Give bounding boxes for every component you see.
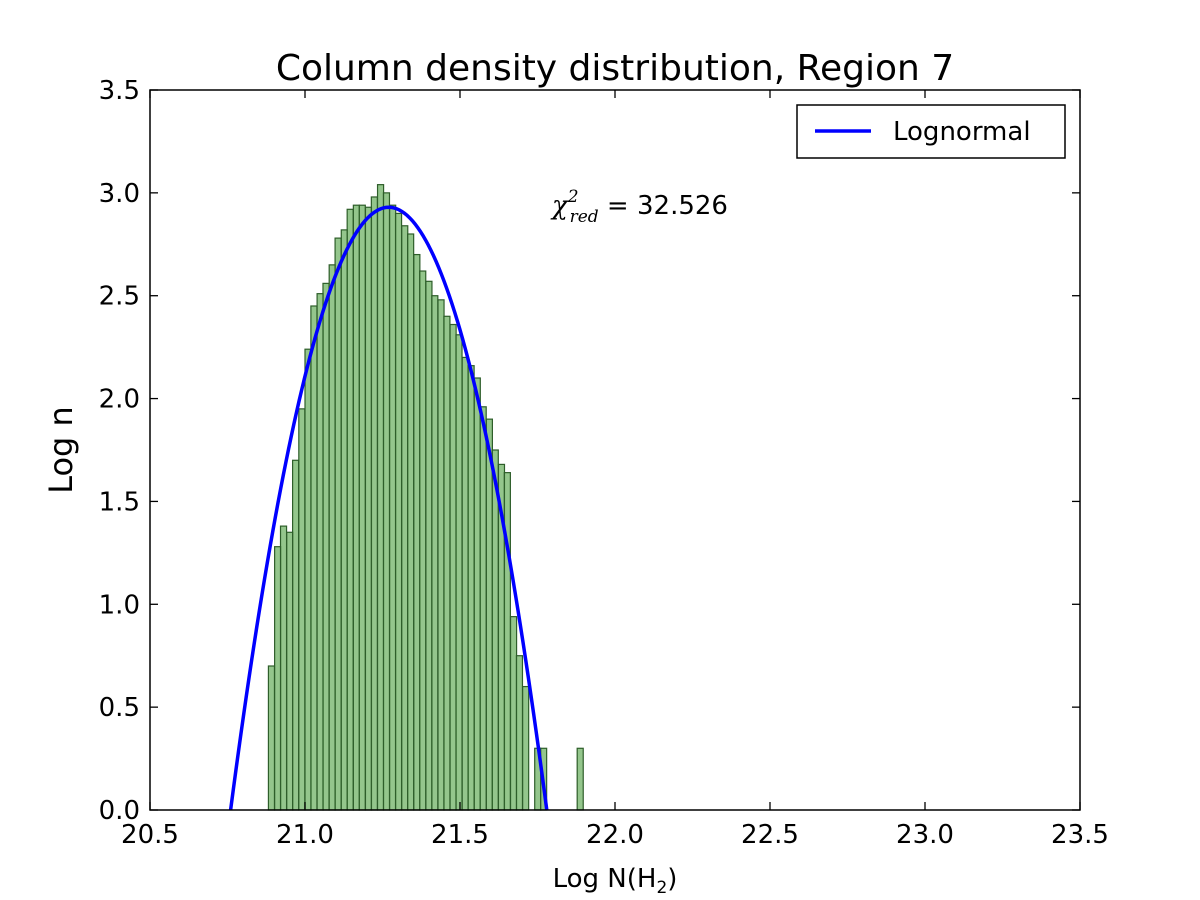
histogram-bar [407,233,415,811]
x-axis-label: Log N(H2) [553,864,678,898]
histogram-bar [286,531,294,811]
histogram-bar [364,206,373,811]
y-tick-label: 1.5 [99,487,140,517]
y-axis-label: Log n [42,406,80,494]
histogram-bar [346,208,354,811]
legend-label: Lognormal [893,117,1031,147]
histogram-bar [316,293,324,811]
chi-subscript: red [570,207,599,227]
histogram-bar [310,305,318,811]
histogram-bar [413,253,421,811]
histogram-bar [376,184,385,811]
legend-box [796,104,1066,159]
histogram-bar [267,665,276,811]
histogram-bar [473,377,481,811]
y-tick-label: 2.0 [99,385,140,415]
histogram-bar [522,685,530,811]
x-tick-label: 20.5 [121,820,179,850]
histogram-bar [394,212,403,811]
x-tick-label: 21.0 [276,820,334,850]
x-tick-label: 23.0 [896,820,954,850]
histogram-bars [267,184,584,811]
x-tick-label: 23.5 [1051,820,1109,850]
histogram-bar [443,315,451,811]
histogram-bar [382,192,391,811]
chi-superscript: 2 [567,187,579,207]
histogram-bar [503,472,511,811]
histogram-bar [322,282,330,811]
histogram-bar [389,204,397,811]
x-tick-label: 22.0 [586,820,644,850]
histogram-bar [437,299,445,811]
x-axis-label-close: ) [667,864,677,894]
histogram-bar [292,459,300,811]
histogram-bar [485,418,494,811]
x-tick-label: 22.5 [741,820,799,850]
histogram-bar [449,323,457,811]
histogram-bar [304,348,312,811]
chi-square-annotation: χ2 red = 32.526 [550,187,728,227]
histogram-bar [479,406,487,811]
y-tick-label: 3.0 [99,179,140,209]
histogram-bar [509,616,518,811]
histogram-bar [274,546,282,811]
y-tick-label: 0.0 [99,796,140,826]
axis-ticks [149,89,1081,811]
x-axis-label-sub: 2 [656,878,667,898]
histogram-bar [467,365,475,811]
x-tick-label: 21.5 [431,820,489,850]
histogram-bar [455,334,463,811]
histogram-bar [352,204,361,811]
chi-symbol: χ [550,191,570,221]
histogram-bar [515,655,524,811]
histogram-bar [431,295,439,811]
histogram-bar [328,264,336,811]
x-tick-labels: 20.5 21.0 21.5 22.0 22.5 23.0 23.5 [121,820,1109,850]
y-tick-labels: 0.0 0.5 1.0 1.5 2.0 2.5 3.0 3.5 [99,76,140,826]
histogram-bar [358,204,366,811]
histogram-bar [576,747,584,811]
histogram-bar [425,280,433,811]
histogram-bar [370,196,378,811]
histogram-bar [491,449,499,811]
histogram-bar [298,408,306,811]
y-tick-label: 3.5 [99,76,140,106]
chart-title: Column density distribution, Region 7 [276,48,954,89]
histogram-bar [419,270,427,811]
lognormal-fit [228,205,549,811]
histogram-bar [461,356,469,811]
legend: Lognormal [796,104,1066,159]
histogram-bar [334,237,342,811]
y-tick-label: 1.0 [99,590,140,620]
chi-value: = 32.526 [599,191,728,221]
x-axis-label-main: Log N(H [553,864,657,894]
y-tick-label: 0.5 [99,693,140,723]
histogram-bar [340,229,348,811]
lognormal-curve [228,205,549,811]
histogram-bar [401,225,409,811]
histogram-bar [279,525,288,811]
y-tick-label: 2.5 [99,282,140,312]
